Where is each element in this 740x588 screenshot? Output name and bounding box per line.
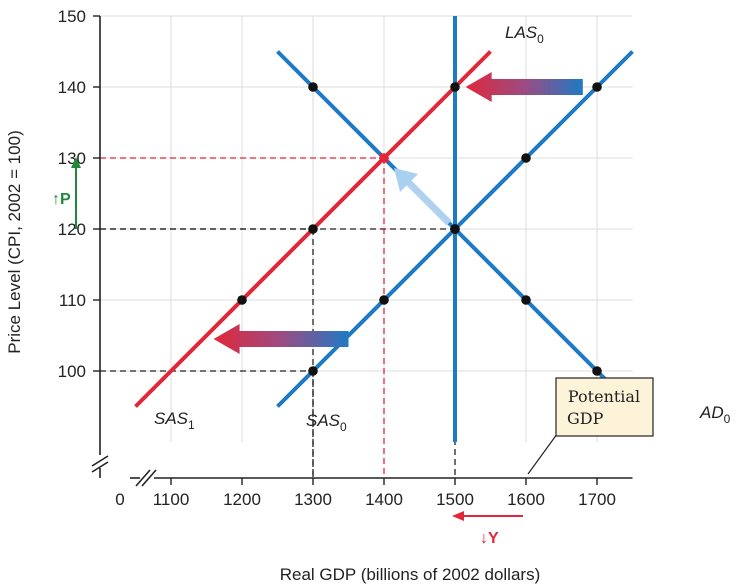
x-tick-label-1300: 1300 (294, 490, 332, 509)
axes (91, 15, 633, 487)
y-tick-label-150: 150 (58, 7, 86, 26)
equilibrium-initial (450, 224, 460, 234)
point-SAS1-1500-140 (450, 82, 460, 92)
arrows (213, 72, 583, 355)
x-axis-title: Real GDP (billions of 2002 dollars) (280, 565, 540, 584)
callout-line1: Potential (568, 387, 640, 406)
x-tick-label-1700: 1700 (578, 490, 616, 509)
axis-break-1 (91, 461, 109, 473)
movement-arrow-shaft (399, 173, 452, 226)
curve-label-text-SAS0: SAS (306, 411, 341, 430)
point-AD0-1300-140 (308, 82, 318, 92)
curve-label-text-LAS0: LAS (505, 23, 538, 42)
reference-lines (100, 157, 456, 478)
callout-box: Potential GDP (527, 377, 654, 475)
point-SAS0-1400-110 (379, 295, 389, 305)
movement-arrow-head (394, 168, 418, 192)
y-tick-label-130: 130 (58, 149, 86, 168)
point-SAS0-1300-100 (308, 366, 318, 376)
y-tick-label-100: 100 (58, 362, 86, 381)
callout-line2: GDP (567, 409, 604, 428)
price-up-label: ↑P (52, 191, 71, 208)
x-tick-label-1600: 1600 (507, 490, 545, 509)
point-SAS1-1200-110 (237, 295, 247, 305)
point-AD0-1600-110 (521, 295, 531, 305)
output-down-arrow-glyph: ↓ (480, 530, 488, 547)
x-tick-label-1400: 1400 (365, 490, 403, 509)
points (237, 82, 602, 376)
curve-label-subscript-SAS1: 1 (188, 418, 195, 432)
callout-pointer (527, 429, 561, 475)
shift-arrow-upper (465, 72, 583, 102)
curve-label-subscript-SAS0: 0 (340, 420, 347, 434)
axis-break-3 (141, 469, 157, 487)
curve-label-SAS1: SAS1 (154, 409, 195, 432)
curve-label-SAS0: SAS0 (306, 411, 347, 434)
point-SAS0-1700-140 (592, 82, 602, 92)
curve-label-LAS0: LAS0 (505, 23, 544, 46)
output-down-label: ↓Y (480, 530, 499, 547)
axis-break-0 (91, 455, 109, 467)
curve-label-text-SAS1: SAS (154, 409, 189, 428)
callout-rect (555, 377, 654, 437)
equilibrium-new (379, 153, 389, 163)
shift-arrow-lower (213, 324, 349, 355)
price-up-arrow-head (71, 157, 81, 168)
curve-label-subscript-AD0: 0 (724, 412, 731, 426)
origin-label: 0 (115, 490, 124, 509)
y-axis-title: Price Level (CPI, 2002 = 100) (5, 130, 24, 353)
y-tick-label-140: 140 (58, 78, 86, 97)
price-up-arrow-glyph: ↑ (52, 191, 60, 208)
output-down-indicator: ↓Y (452, 511, 523, 547)
x-tick-label-1100: 1100 (153, 490, 190, 509)
axis-break-2 (135, 469, 151, 487)
point-SAS1-1300-120 (308, 224, 318, 234)
price-up-indicator: ↑P (52, 157, 81, 229)
y-tick-label-110: 110 (59, 291, 86, 310)
x-tick-label-1200: 1200 (223, 490, 261, 509)
tick-labels: 1100 1200 1300 1400 1500 1600 1700100110120130… (58, 7, 616, 509)
y-tick-label-120: 120 (58, 220, 86, 239)
output-down-arrow-head (452, 511, 464, 521)
output-down-text: Y (488, 530, 499, 547)
point-SAS0-1600-130 (521, 153, 531, 163)
price-up-text: P (60, 191, 71, 208)
x-tick-label-1500: 1500 (436, 490, 474, 509)
curve-label-AD0: AD0 (699, 403, 731, 426)
curve-label-subscript-LAS0: 0 (537, 32, 544, 46)
point-AD0-1700-100 (592, 366, 602, 376)
curve-label-text-AD0: AD (699, 403, 724, 422)
